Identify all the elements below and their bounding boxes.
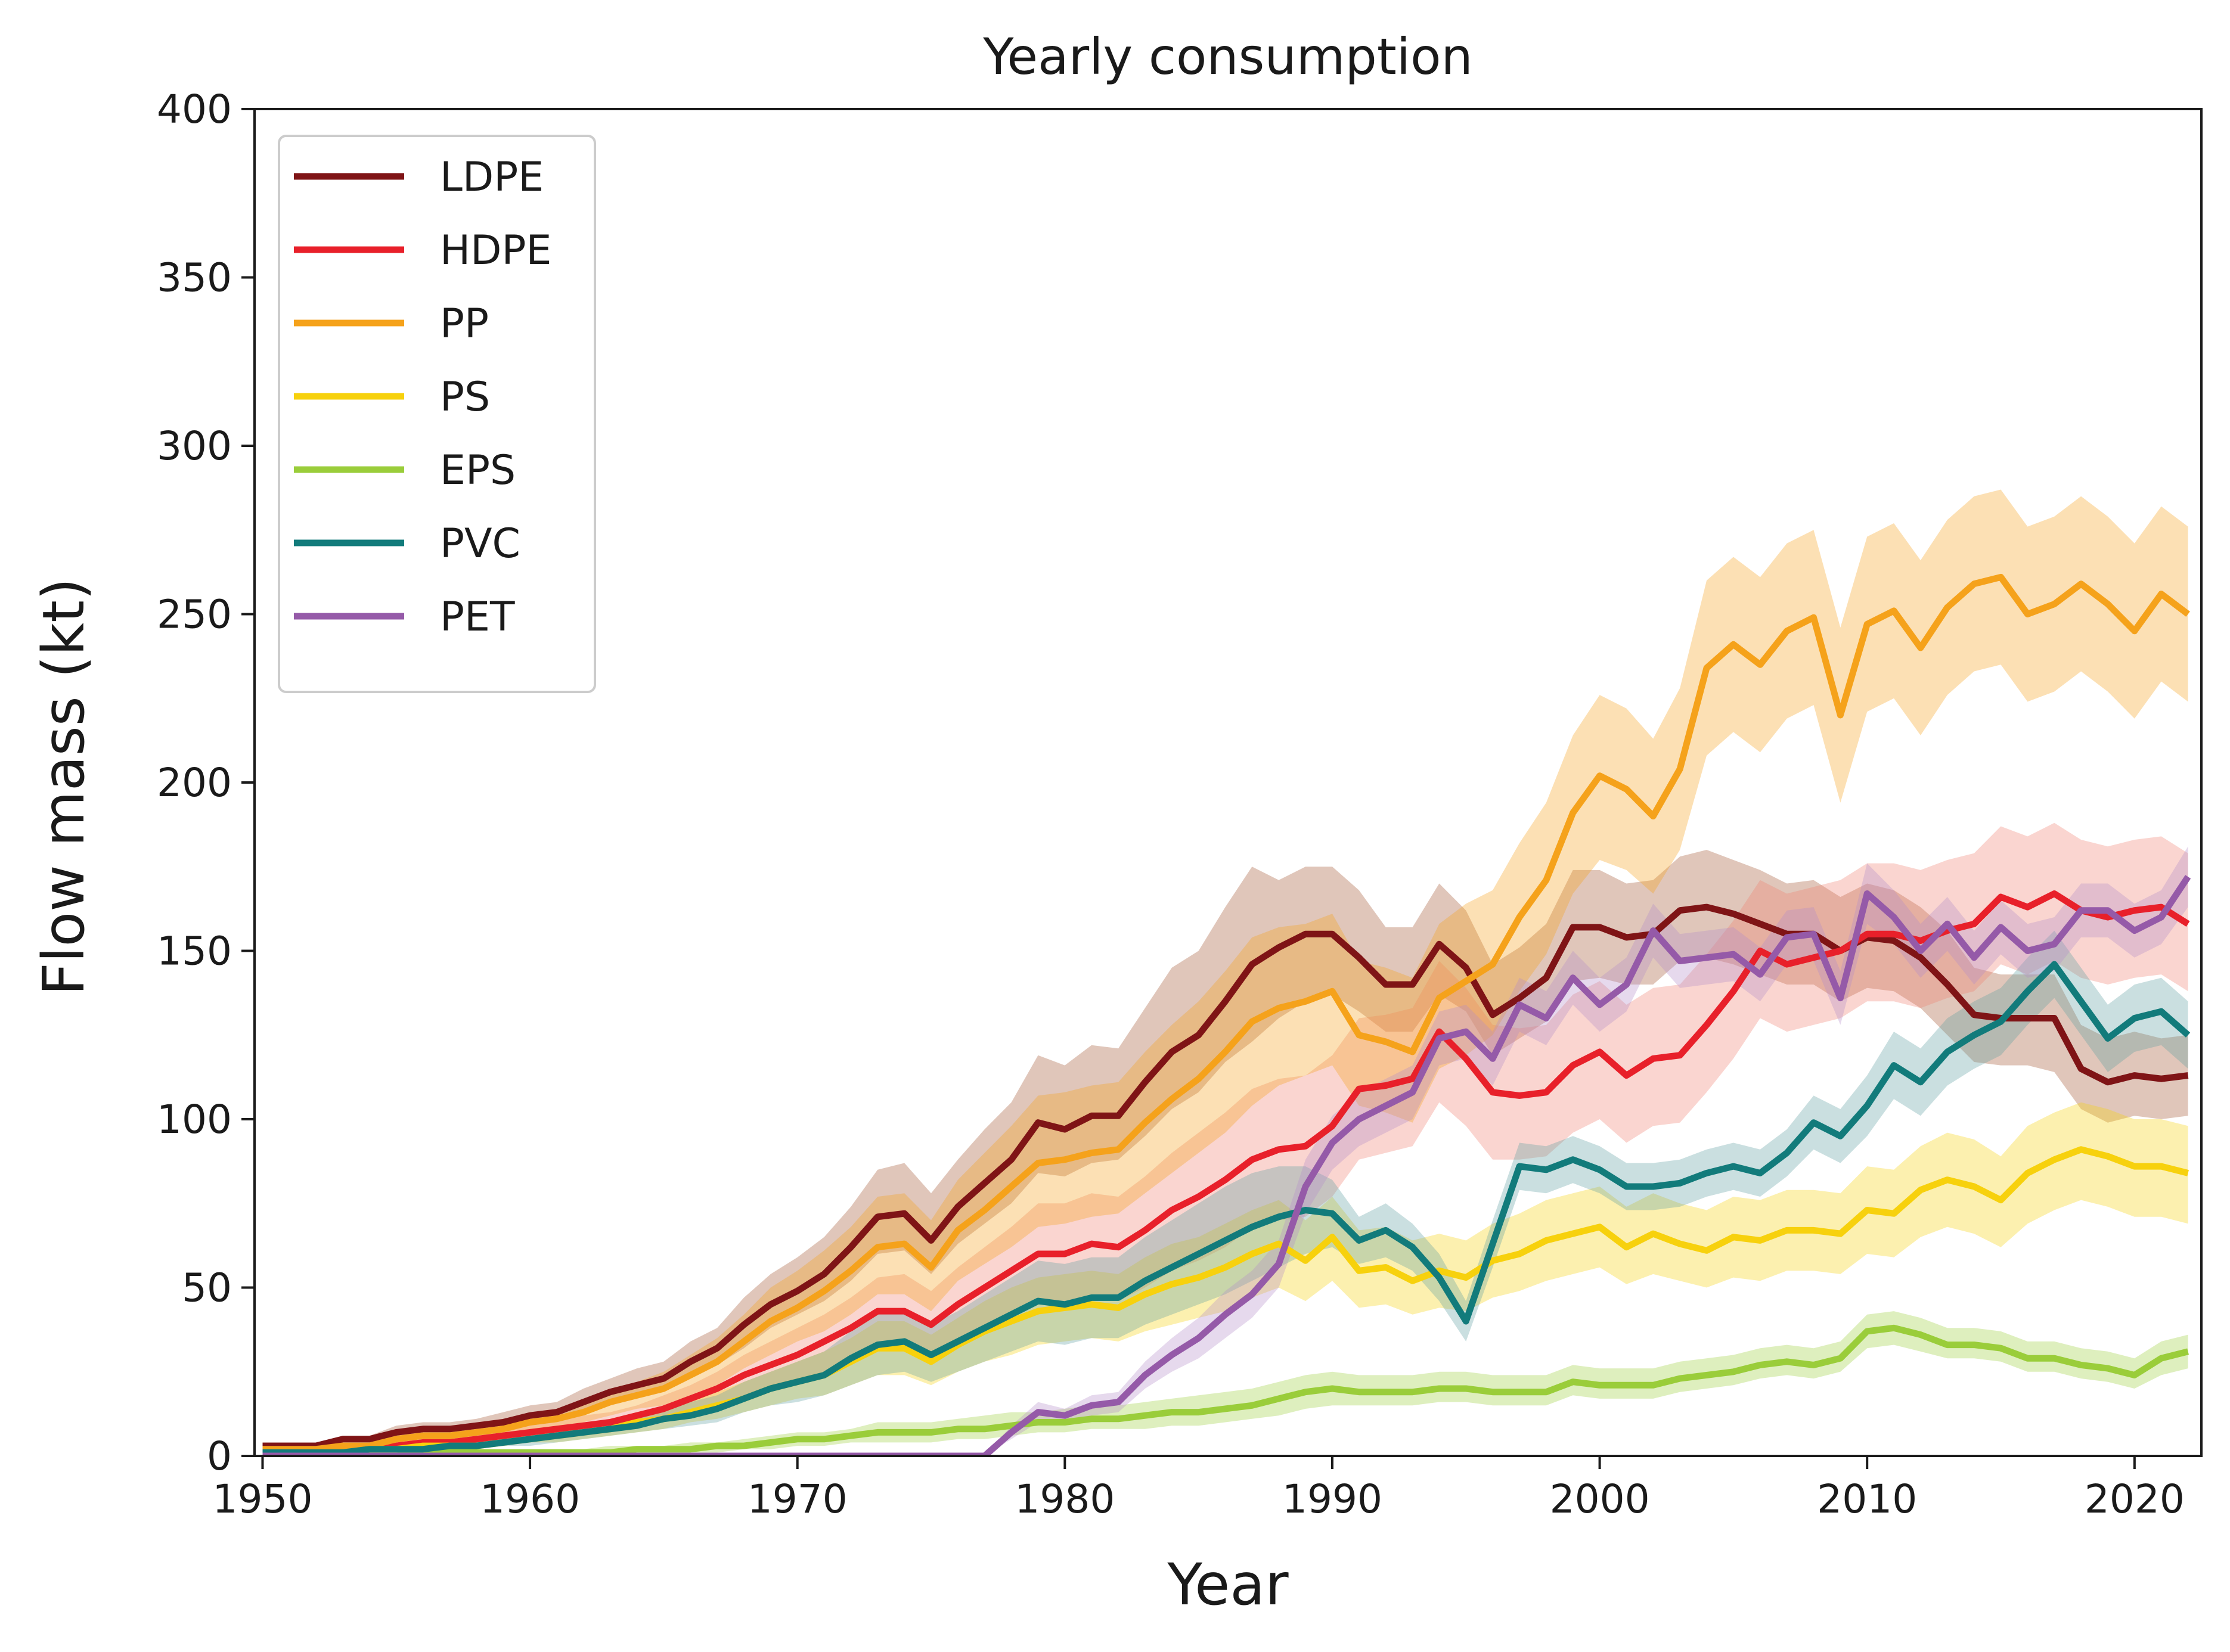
x-tick-label: 1960 (480, 1476, 580, 1522)
y-tick-label: 100 (157, 1097, 232, 1142)
x-axis-label: Year (1167, 1551, 1289, 1618)
y-tick-label: 400 (157, 86, 232, 132)
legend-label-pvc: PVC (440, 520, 520, 567)
legend-label-hdpe: HDPE (440, 227, 551, 274)
x-tick-label: 1980 (1015, 1476, 1115, 1522)
legend-label-ps: PS (440, 374, 490, 421)
band-pp (262, 489, 2188, 1453)
y-tick-label: 200 (157, 760, 232, 806)
line-pet (262, 875, 2191, 1456)
x-axis-ticks: 1950 1960 1970 1980 1990 2000 2010 2020 (212, 1456, 2185, 1522)
y-tick-label: 250 (157, 592, 232, 638)
band-ldpe (262, 850, 2188, 1449)
band-hdpe (262, 822, 2188, 1456)
legend-label-pet: PET (440, 594, 515, 641)
y-axis-label: Flow mass (kt) (30, 578, 97, 996)
band-ps (262, 1102, 2188, 1456)
legend-label-ldpe: LDPE (440, 154, 544, 201)
legend-label-eps: EPS (440, 447, 516, 494)
y-tick-label: 150 (157, 929, 232, 974)
band-pvc (262, 930, 2188, 1456)
x-tick-label: 2010 (1817, 1476, 1917, 1522)
y-tick-label: 300 (157, 423, 232, 469)
line-hdpe (262, 890, 2190, 1456)
legend: LDPE HDPE PP PS EPS PVC PET (278, 135, 596, 693)
legend-box (278, 135, 596, 693)
x-tick-label: 1970 (748, 1476, 848, 1522)
y-tick-label: 50 (182, 1265, 232, 1311)
line-pp (262, 573, 2190, 1453)
line-eps (262, 1324, 2189, 1456)
x-tick-label: 1990 (1282, 1476, 1382, 1522)
x-tick-label: 2020 (2085, 1476, 2185, 1522)
uncertainty-bands (262, 489, 2188, 1456)
chart-title: Yearly consumption (982, 27, 1472, 86)
y-tick-label: 350 (157, 255, 232, 301)
series-lines (262, 573, 2191, 1456)
y-axis-ticks: 0 50 100 150 200 250 300 350 400 (157, 86, 255, 1479)
line-pvc (262, 961, 2191, 1456)
legend-label-pp: PP (440, 300, 489, 347)
y-tick-label: 0 (207, 1433, 232, 1479)
band-pet (262, 846, 2188, 1456)
x-tick-label: 2000 (1550, 1476, 1650, 1522)
x-tick-label: 1950 (212, 1476, 312, 1522)
